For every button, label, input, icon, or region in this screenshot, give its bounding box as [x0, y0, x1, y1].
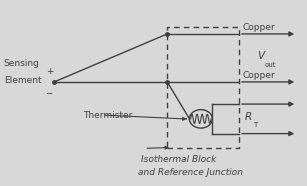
Text: T: T: [253, 122, 257, 128]
Text: Element: Element: [4, 76, 41, 85]
Text: V: V: [257, 51, 265, 61]
Text: Copper: Copper: [242, 23, 275, 32]
Bar: [167, 27, 239, 148]
Text: +: +: [47, 67, 54, 76]
Text: Isothermal Block: Isothermal Block: [141, 155, 217, 164]
Text: Thermister: Thermister: [83, 111, 133, 120]
Text: out: out: [265, 62, 277, 68]
Text: _: _: [47, 84, 52, 94]
Text: R: R: [245, 112, 252, 122]
Text: and Reference Junction: and Reference Junction: [138, 168, 243, 177]
Text: Copper: Copper: [242, 71, 275, 80]
Text: Sensing: Sensing: [4, 59, 40, 68]
